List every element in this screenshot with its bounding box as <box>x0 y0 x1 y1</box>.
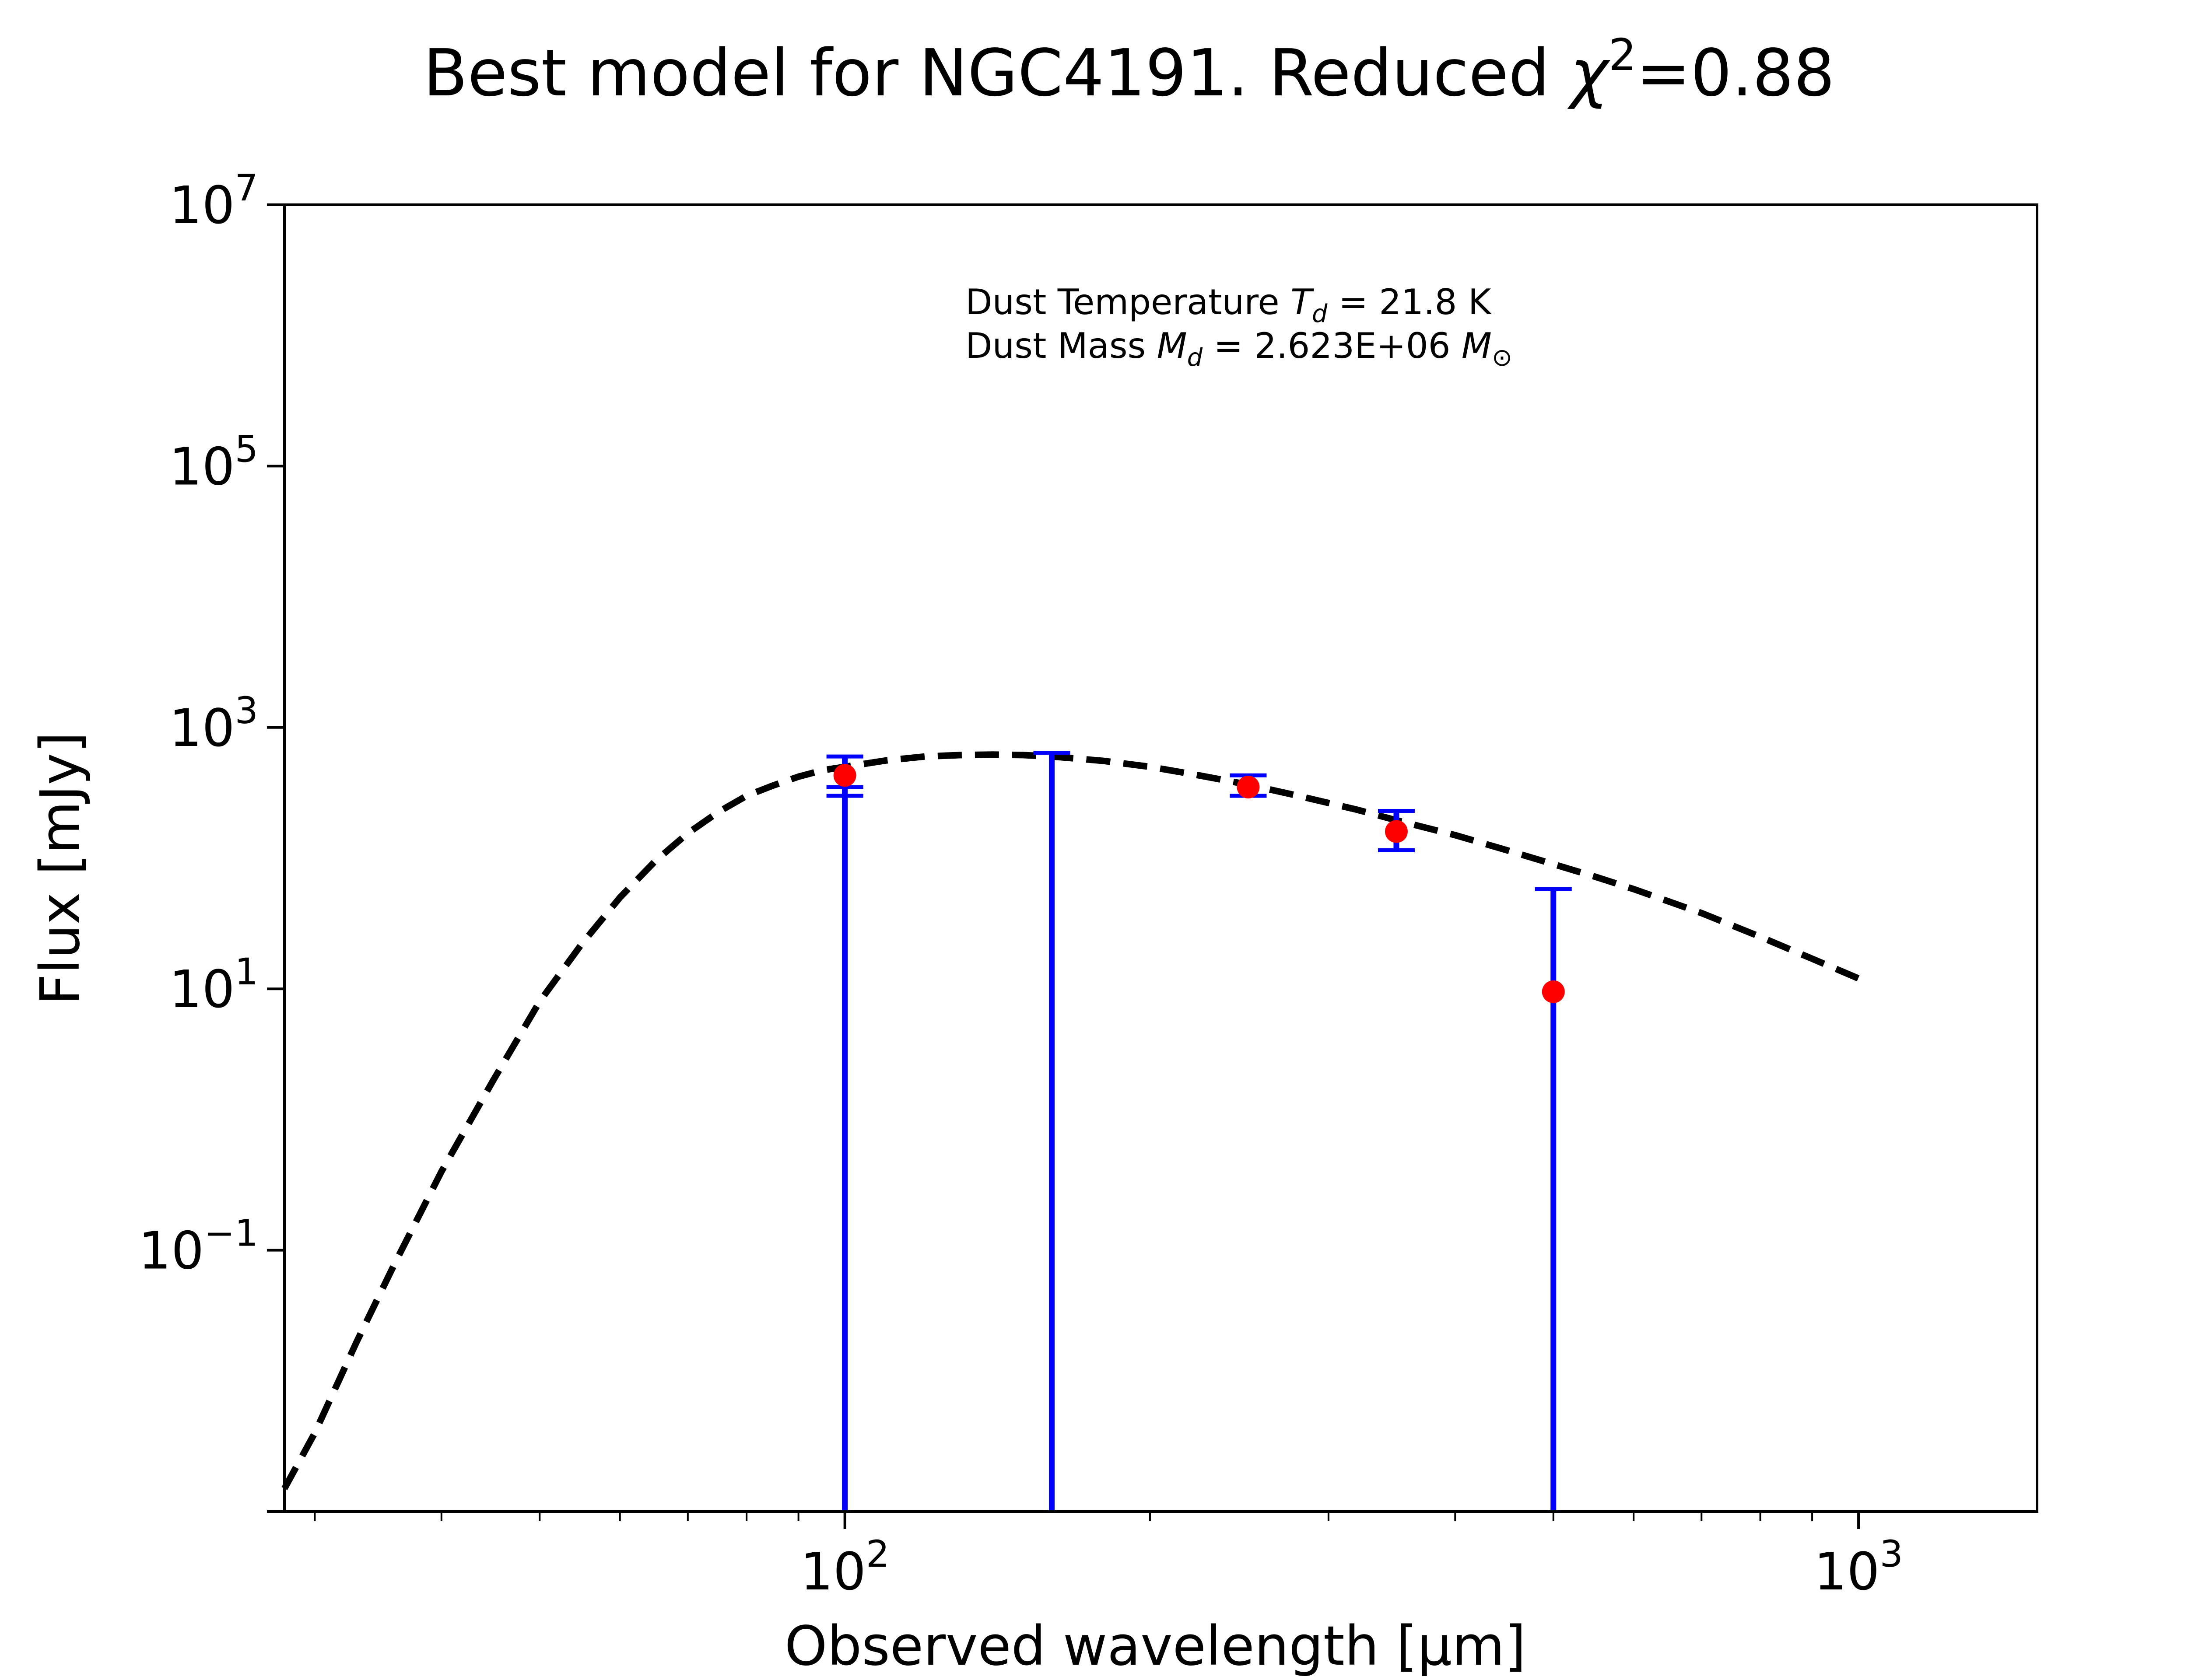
annotation-dust-temperature: Dust Temperature Td = 21.8 K <box>965 282 1492 328</box>
chart-title-sup: 2 <box>1609 29 1637 80</box>
annotation-dust-mass: Dust Mass Md = 2.623E+06 M⊙ <box>965 326 1512 372</box>
data-point <box>1542 980 1565 1003</box>
model-curve <box>281 751 1860 1490</box>
y-tick-label: 107 <box>169 166 258 235</box>
plot-frame <box>283 203 2038 1513</box>
y-tick-label: 101 <box>169 950 258 1019</box>
chart-title: Best model for NGC4191. Reduced χ2=0.88 <box>423 29 1835 111</box>
chart-title-tail: =0.88 <box>1636 35 1835 111</box>
x-tick-label: 103 <box>1814 1533 1903 1602</box>
y-axis-label: Flux [mJy] <box>29 732 92 1005</box>
data-point <box>1237 775 1260 798</box>
plot-layer: 102 103 10−1 101 103 105 107 <box>138 166 2038 1602</box>
data-point <box>1385 820 1408 843</box>
chart-title-main: Best model for NGC4191. Reduced <box>423 35 1570 111</box>
chart-title-chi: χ <box>1567 35 1611 111</box>
y-tick-label: 105 <box>169 427 258 497</box>
data-point <box>833 764 856 787</box>
x-tick-label: 102 <box>800 1533 890 1602</box>
y-tick-label: 10−1 <box>138 1212 258 1281</box>
x-axis-label: Observed wavelength [μm] <box>785 1615 1526 1678</box>
y-tick-label: 103 <box>169 689 258 758</box>
